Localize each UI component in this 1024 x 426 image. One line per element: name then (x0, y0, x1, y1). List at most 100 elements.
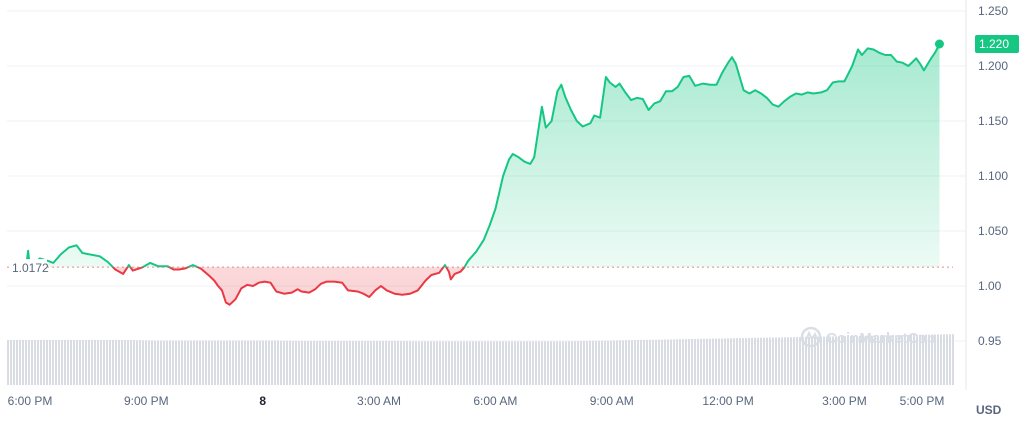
volume-bar (634, 340, 636, 385)
volume-bar (295, 340, 297, 385)
volume-bar (367, 340, 369, 385)
volume-bar (61, 340, 63, 385)
volume-bar (157, 340, 159, 385)
price-line (25, 43, 941, 306)
volume-bar (160, 340, 162, 385)
volume-bar (802, 336, 804, 385)
volume-bar (739, 338, 741, 385)
volume-bar (628, 340, 630, 385)
volume-bar (820, 336, 822, 385)
volume-bar (757, 337, 759, 385)
volume-bar (535, 341, 537, 385)
volume-bar (397, 340, 399, 385)
volume-bar (787, 337, 789, 385)
volume-bar (844, 336, 846, 385)
volume-bar (412, 341, 414, 385)
volume-bar (196, 340, 198, 385)
volume-bar (952, 334, 954, 385)
volume-bar (265, 340, 267, 385)
volume-bar (16, 340, 18, 385)
volume-bar (667, 339, 669, 385)
volume-bar (832, 336, 834, 385)
volume-bar (685, 339, 687, 385)
volume-bar (727, 338, 729, 385)
volume-bar (226, 340, 228, 385)
volume-bar (304, 340, 306, 385)
volume-bar (208, 340, 210, 385)
volume-bar (835, 336, 837, 385)
volume-bar (58, 340, 60, 385)
volume-bar (616, 340, 618, 385)
volume-bar (736, 338, 738, 385)
volume-bar (532, 341, 534, 385)
volume-bar (544, 341, 546, 385)
x-axis: 6:00 PM 9:00 PM 8 3:00 AM 6:00 AM 9:00 AM 12:0… (8, 394, 945, 408)
volume-bar (238, 340, 240, 385)
volume-bar (361, 340, 363, 385)
volume-bar (868, 335, 870, 385)
volume-bar (796, 337, 798, 385)
volume-bar (925, 334, 927, 385)
volume-bar (358, 340, 360, 385)
volume-bar (223, 340, 225, 385)
volume-bar (424, 341, 426, 385)
volume-bar (229, 340, 231, 385)
volume-bar (73, 340, 75, 385)
volume-bar (949, 334, 951, 385)
watermark-text: CoinMarketCap (826, 330, 936, 347)
volume-bar (766, 337, 768, 385)
volume-bar (352, 340, 354, 385)
volume-bar (325, 340, 327, 385)
volume-bar (379, 340, 381, 385)
volume-bar (259, 340, 261, 385)
volume-bar (319, 340, 321, 385)
volume-bar (457, 341, 459, 385)
volume-bar (841, 336, 843, 385)
volume-bar (256, 340, 258, 385)
price-line-up (25, 43, 941, 268)
price-line-down (25, 267, 466, 306)
volume-bar (598, 340, 600, 385)
volume-bar (496, 341, 498, 385)
volume-bar (931, 334, 933, 385)
volume-bar (523, 341, 525, 385)
volume-bar (91, 340, 93, 385)
volume-bar (76, 340, 78, 385)
volume-bar (892, 335, 894, 385)
volume-bar (328, 340, 330, 385)
x-tick-label: 3:00 PM (822, 394, 867, 408)
volume-bar (442, 341, 444, 385)
x-tick-label: 9:00 AM (590, 394, 634, 408)
volume-bar (184, 340, 186, 385)
volume-bar (940, 334, 942, 385)
volume-bar (487, 341, 489, 385)
x-tick-label: 3:00 AM (357, 394, 401, 408)
volume-bar (934, 334, 936, 385)
volume-bar (655, 339, 657, 385)
volume-bar (748, 337, 750, 385)
volume-bar (613, 340, 615, 385)
volume-bar (193, 340, 195, 385)
volume-bar (529, 341, 531, 385)
volume-bar (19, 340, 21, 385)
x-tick-label: 8 (259, 394, 266, 408)
volume-bar (274, 340, 276, 385)
volume-bar (268, 340, 270, 385)
volume-bar (553, 341, 555, 385)
volume-bar (946, 334, 948, 385)
volume-bar (433, 341, 435, 385)
volume-bar (586, 340, 588, 385)
volume-bar (574, 341, 576, 385)
volume-bar (883, 335, 885, 385)
volume-bar (805, 336, 807, 385)
volume-bar (622, 340, 624, 385)
volume-bar (856, 335, 858, 385)
volume-bar (490, 341, 492, 385)
volume-bar (31, 340, 33, 385)
volume-bar (124, 340, 126, 385)
volume-bar (871, 335, 873, 385)
volume-bar (286, 340, 288, 385)
base-price-text: 1.0172 (12, 261, 49, 275)
